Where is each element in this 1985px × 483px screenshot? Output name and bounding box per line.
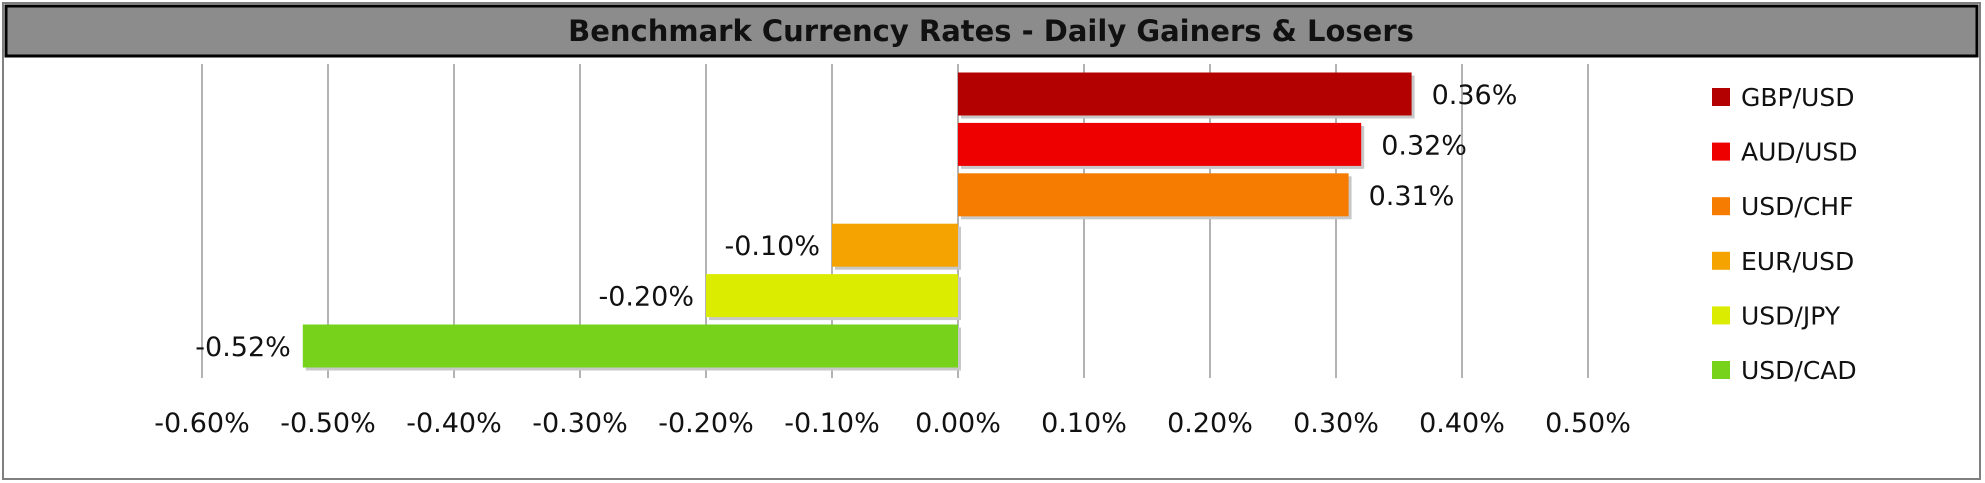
data-label: 0.31% bbox=[1369, 181, 1455, 212]
data-label: -0.10% bbox=[724, 231, 820, 262]
legend-swatch bbox=[1712, 251, 1730, 270]
legend-swatch bbox=[1712, 88, 1730, 106]
x-tick-label: 0.10% bbox=[1041, 408, 1127, 439]
legend-swatch bbox=[1712, 197, 1730, 216]
x-tick-label: 0.00% bbox=[915, 408, 1001, 439]
legend: GBP/USD AUD/USD USD/CHF EUR/USD USD/JPY USD/C… bbox=[1712, 83, 1858, 385]
x-tick-label: -0.40% bbox=[406, 408, 502, 439]
legend-swatch bbox=[1712, 306, 1730, 325]
legend-label: USD/CHF bbox=[1741, 192, 1853, 221]
x-tick-label: 0.50% bbox=[1545, 408, 1631, 439]
legend-label: GBP/USD bbox=[1741, 83, 1854, 112]
legend-swatch bbox=[1712, 361, 1730, 379]
title-bar bbox=[4, 4, 1979, 58]
x-axis-ticks: -0.60% -0.50% -0.40% -0.30% -0.20% -0.10% 0.00… bbox=[154, 408, 1631, 439]
data-label: 0.36% bbox=[1432, 80, 1518, 111]
x-tick-label: 0.30% bbox=[1293, 408, 1379, 439]
bar bbox=[302, 324, 958, 368]
bar bbox=[958, 173, 1349, 217]
x-tick-label: -0.50% bbox=[280, 408, 376, 439]
data-labels: 0.36% 0.32% 0.31% -0.10% -0.20% -0.52% bbox=[195, 80, 1517, 363]
legend-label: AUD/USD bbox=[1741, 138, 1858, 167]
legend-label: USD/JPY bbox=[1741, 301, 1841, 330]
bars bbox=[302, 72, 1415, 371]
legend-swatch bbox=[1712, 142, 1730, 161]
x-tick-label: -0.10% bbox=[784, 408, 880, 439]
bar bbox=[958, 72, 1412, 116]
legend-label: EUR/USD bbox=[1741, 247, 1854, 276]
x-tick-label: 0.40% bbox=[1419, 408, 1505, 439]
chart-title: Benchmark Currency Rates - Daily Gainers… bbox=[568, 14, 1414, 48]
data-label: -0.52% bbox=[195, 332, 291, 363]
x-tick-label: 0.20% bbox=[1167, 408, 1253, 439]
x-tick-label: -0.20% bbox=[658, 408, 754, 439]
x-tick-label: -0.30% bbox=[532, 408, 628, 439]
data-label: -0.20% bbox=[598, 282, 694, 313]
x-tick-label: -0.60% bbox=[154, 408, 250, 439]
bar bbox=[958, 122, 1362, 166]
bar bbox=[706, 274, 958, 318]
data-label: 0.32% bbox=[1381, 130, 1467, 161]
bar bbox=[832, 223, 958, 267]
legend-label: USD/CAD bbox=[1741, 356, 1857, 385]
